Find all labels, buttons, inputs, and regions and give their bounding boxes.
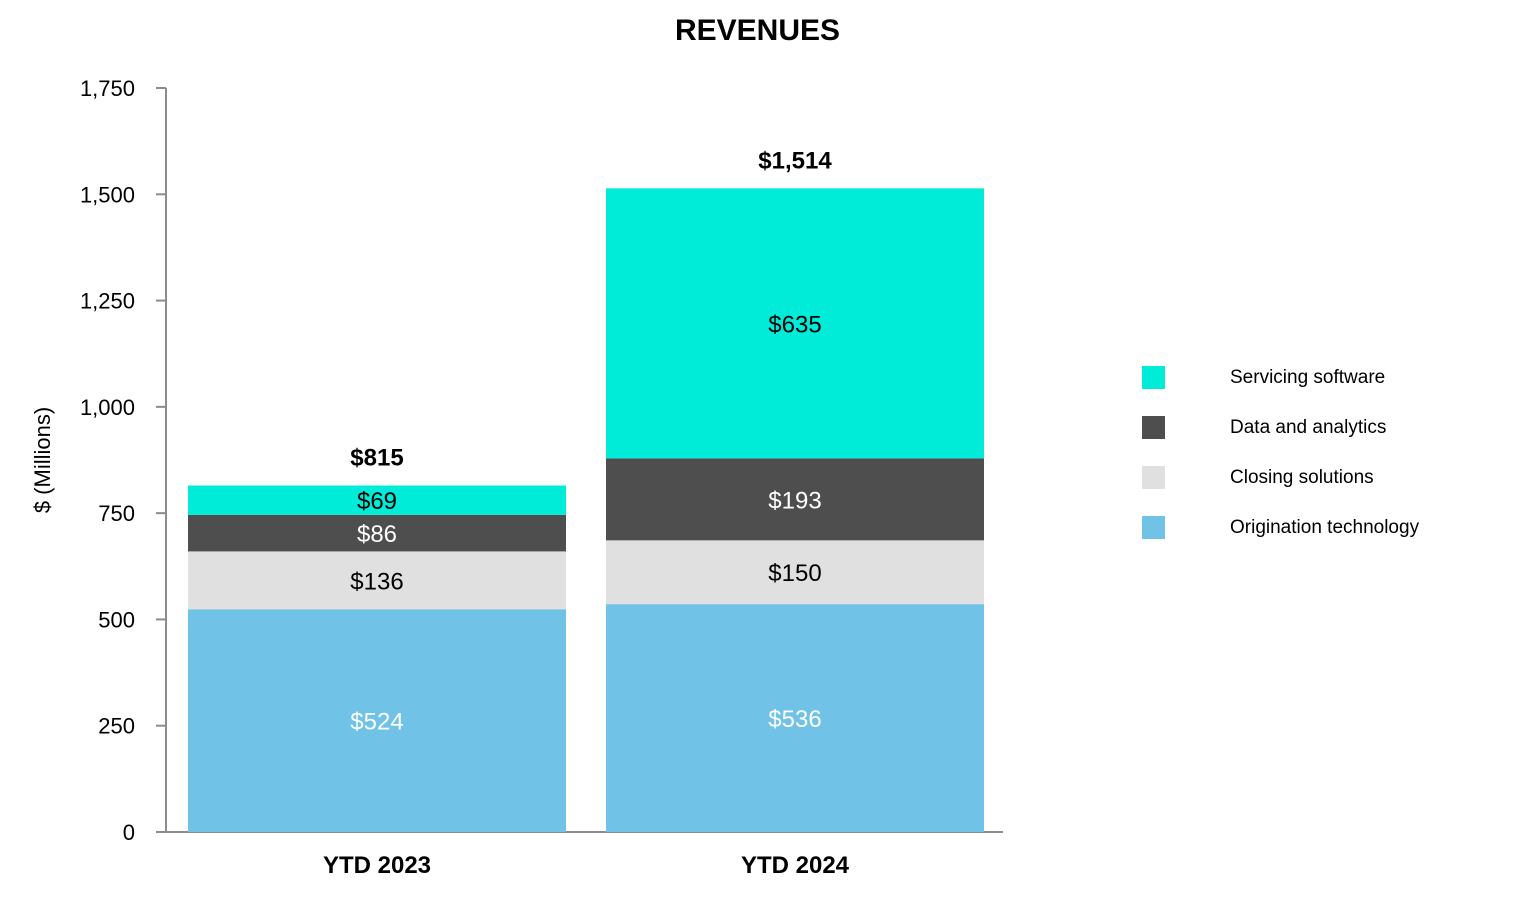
y-tick-label: 1,250 — [80, 289, 135, 314]
bar-segment — [606, 188, 984, 459]
y-tick-label: 250 — [98, 714, 135, 739]
total-label: $815 — [350, 445, 403, 472]
total-label: $1,514 — [758, 147, 832, 174]
bar-segment — [188, 551, 566, 610]
bar-segment — [188, 485, 566, 515]
y-tick-label: 500 — [98, 607, 135, 632]
data-label: $635 — [768, 311, 821, 338]
x-category-label: YTD 2024 — [741, 852, 850, 879]
bar-segment — [606, 540, 984, 605]
y-tick-label: 1,000 — [80, 395, 135, 420]
bars-layer — [188, 188, 984, 832]
legend-label: Data and analytics — [1230, 417, 1387, 438]
legend-label: Origination technology — [1230, 517, 1420, 538]
y-tick-label: 1,500 — [80, 182, 135, 207]
axis-layer: 0 250 500 750 1,000 1,250 1,500 1,750 $ (Million… — [30, 76, 1003, 879]
data-label: $536 — [768, 706, 821, 733]
data-label: $86 — [357, 521, 397, 548]
bar-segment — [606, 458, 984, 541]
data-label: $193 — [768, 487, 821, 514]
labels-layer: $524 $136 $86 $69 $815 $536 $150 $193 $635 $1,514 — [350, 147, 832, 735]
chart-title: REVENUES — [674, 14, 841, 47]
y-axis-label: $ (Millions) — [30, 407, 55, 513]
bar-segment — [188, 514, 566, 552]
y-tick-label: 1,750 — [80, 76, 135, 101]
legend-swatch — [1142, 516, 1165, 539]
data-label: $524 — [350, 709, 403, 736]
y-tick-label: 0 — [123, 820, 135, 845]
bar-segment — [606, 604, 984, 832]
data-label: $150 — [768, 560, 821, 587]
legend-swatch — [1142, 366, 1165, 389]
legend-label: Servicing software — [1230, 367, 1386, 388]
y-tick-label: 750 — [98, 501, 135, 526]
legend-label: Closing solutions — [1230, 467, 1374, 488]
legend-swatch — [1142, 416, 1165, 439]
bar-segment — [188, 609, 566, 832]
x-category-label: YTD 2023 — [323, 852, 431, 879]
legend-swatch — [1142, 466, 1165, 489]
data-label: $136 — [350, 568, 403, 595]
data-label: $69 — [357, 488, 397, 515]
